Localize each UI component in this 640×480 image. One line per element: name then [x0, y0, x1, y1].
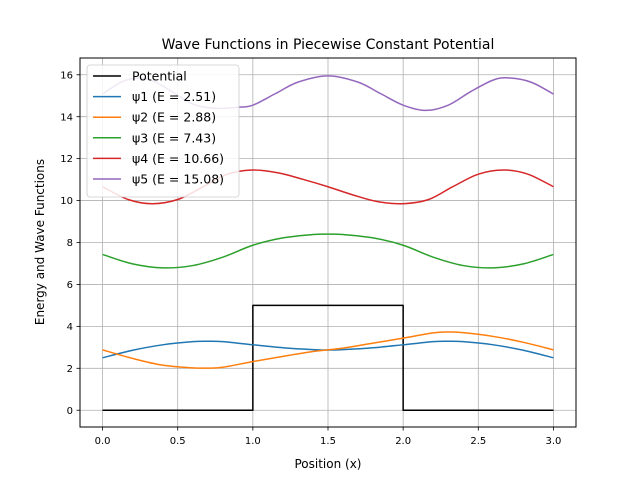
x-tick-label: 2.0 — [395, 436, 411, 447]
y-tick-label: 4 — [67, 322, 73, 333]
legend: Potential ψ1 (E = 2.51) ψ2 (E = 2.88) ψ3 (E… — [86, 64, 240, 198]
series-line-0 — [102, 304, 554, 411]
legend-label: ψ5 (E = 15.08) — [132, 172, 224, 187]
legend-label: ψ1 (E = 2.51) — [132, 89, 216, 104]
x-tick-label: 3.0 — [546, 436, 562, 447]
series-line-4 — [102, 169, 554, 205]
y-tick-label: 12 — [60, 154, 73, 165]
y-tick-label: 2 — [67, 364, 73, 375]
y-axis-label: Energy and Wave Functions — [33, 159, 47, 325]
legend-label: ψ3 (E = 7.43) — [132, 130, 216, 145]
series-line-3 — [102, 233, 554, 269]
legend-label: Potential — [132, 69, 187, 84]
x-tick-label: 0.5 — [170, 436, 186, 447]
x-tick-label: 2.5 — [470, 436, 486, 447]
y-tick-label: 16 — [60, 70, 73, 81]
x-tick-label: 0.0 — [95, 436, 111, 447]
y-tick-label: 14 — [60, 112, 73, 123]
y-tick-label: 6 — [67, 280, 73, 291]
ticks: 0.0 0.5 1.0 1.5 2.0 2.5 3.0 0 2 4 6 8 10 12 14 16 — [60, 70, 561, 447]
legend-frame — [86, 64, 240, 198]
chart-title: Wave Functions in Piecewise Constant Pot… — [162, 37, 495, 53]
x-tick-label: 1.0 — [245, 436, 261, 447]
y-tick-label: 10 — [60, 196, 73, 207]
x-tick-label: 1.5 — [320, 436, 336, 447]
y-tick-label: 0 — [67, 406, 73, 417]
series-line-2 — [102, 331, 554, 369]
x-axis-label: Position (x) — [294, 457, 361, 471]
y-tick-label: 8 — [67, 238, 73, 249]
legend-label: ψ2 (E = 2.88) — [132, 110, 216, 125]
legend-label: ψ4 (E = 10.66) — [132, 151, 224, 166]
